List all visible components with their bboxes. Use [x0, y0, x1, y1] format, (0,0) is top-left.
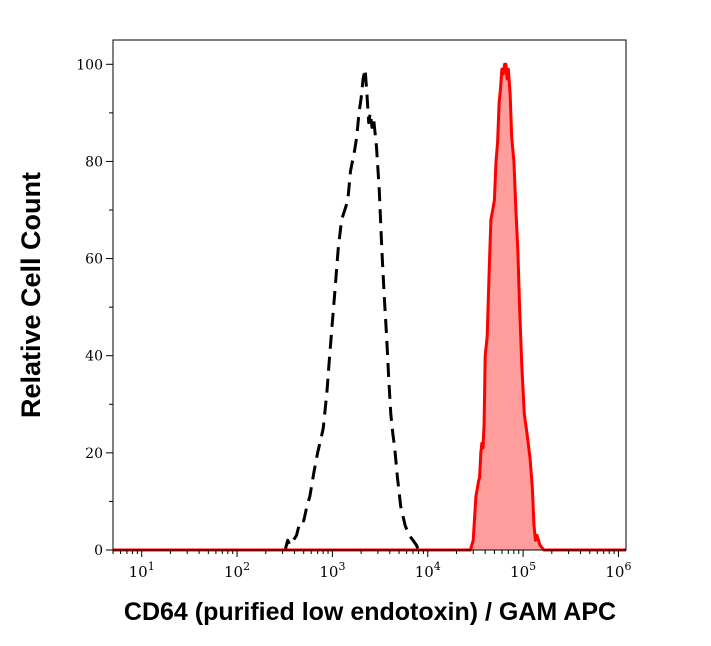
x-tick-label: 105 [510, 560, 536, 581]
x-tick-label: 102 [224, 560, 250, 581]
series-1-line [113, 62, 626, 552]
x-tick-label: 106 [605, 560, 631, 581]
y-tick-label: 20 [85, 446, 103, 462]
x-tick-label: 103 [319, 560, 345, 581]
y-tick-label: 80 [85, 154, 103, 170]
plot-frame [112, 39, 627, 551]
y-tick-label: 40 [85, 349, 103, 365]
y-tick-label: 0 [94, 543, 103, 559]
y-tick-label: 100 [76, 57, 103, 73]
series-1-fill [113, 64, 626, 551]
x-axis-title: CD64 (purified low endotoxin) / GAM APC [124, 598, 616, 626]
y-axis-title: Relative Cell Count [16, 172, 46, 418]
series-0-line [283, 67, 420, 551]
x-tick-label: 104 [415, 560, 441, 581]
y-tick-label: 60 [85, 252, 103, 268]
x-tick-label: 101 [129, 560, 155, 581]
